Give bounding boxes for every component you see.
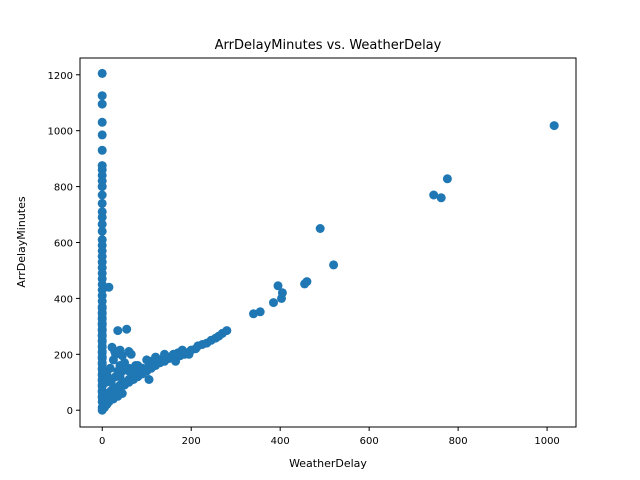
data-point: [442, 174, 452, 184]
y-tick-label: 0: [67, 406, 73, 417]
x-tick-label: 0: [99, 436, 105, 447]
y-axis-label: ArrDelayMinutes: [15, 196, 28, 287]
data-point: [97, 99, 107, 109]
data-point: [97, 212, 107, 222]
data-point: [273, 281, 283, 291]
data-point: [97, 198, 107, 208]
data-point: [549, 121, 559, 131]
data-point: [429, 190, 439, 200]
data-point: [97, 130, 107, 140]
data-point: [302, 277, 312, 287]
plot-area: [97, 68, 559, 415]
data-point: [97, 68, 107, 78]
x-axis: 0 200 400 600 800 1000: [99, 427, 560, 447]
data-point: [117, 351, 127, 361]
x-tick-label: 400: [271, 436, 290, 447]
y-tick-label: 200: [54, 350, 73, 361]
data-point: [269, 298, 278, 308]
data-point: [142, 355, 152, 365]
data-point: [277, 288, 287, 298]
data-point: [111, 349, 121, 359]
data-point: [104, 282, 114, 292]
data-point: [117, 389, 127, 398]
data-point: [133, 361, 143, 370]
data-point: [128, 372, 138, 382]
data-point: [329, 260, 339, 270]
x-tick-label: 800: [449, 436, 468, 447]
chart-title: ArrDelayMinutes vs. WeatherDelay: [215, 38, 442, 53]
data-point: [113, 326, 123, 336]
data-point: [97, 91, 107, 101]
data-point: [97, 145, 107, 155]
data-point: [255, 307, 265, 317]
data-point: [97, 117, 107, 127]
data-point: [151, 352, 161, 362]
data-point: [97, 190, 107, 200]
y-axis: 0 200 400 600 800 1000 1200: [48, 71, 80, 417]
y-tick-label: 400: [54, 294, 73, 305]
data-point: [97, 219, 107, 229]
x-axis-label: WeatherDelay: [289, 457, 367, 470]
y-tick-label: 800: [54, 183, 73, 194]
data-point: [222, 326, 232, 336]
data-point: [122, 324, 132, 334]
x-tick-label: 200: [182, 436, 201, 447]
x-tick-label: 600: [360, 436, 379, 447]
data-point: [160, 349, 169, 359]
y-tick-label: 1200: [48, 71, 73, 82]
data-point: [436, 193, 446, 203]
data-point: [97, 182, 107, 192]
data-point: [177, 345, 187, 355]
data-point: [144, 375, 154, 384]
data-point: [126, 349, 136, 359]
plot-frame: [79, 57, 577, 428]
data-point: [97, 226, 107, 236]
data-point: [315, 224, 325, 233]
y-tick-label: 1000: [48, 127, 73, 138]
x-tick-label: 1000: [534, 436, 559, 447]
y-tick-label: 600: [54, 239, 73, 250]
